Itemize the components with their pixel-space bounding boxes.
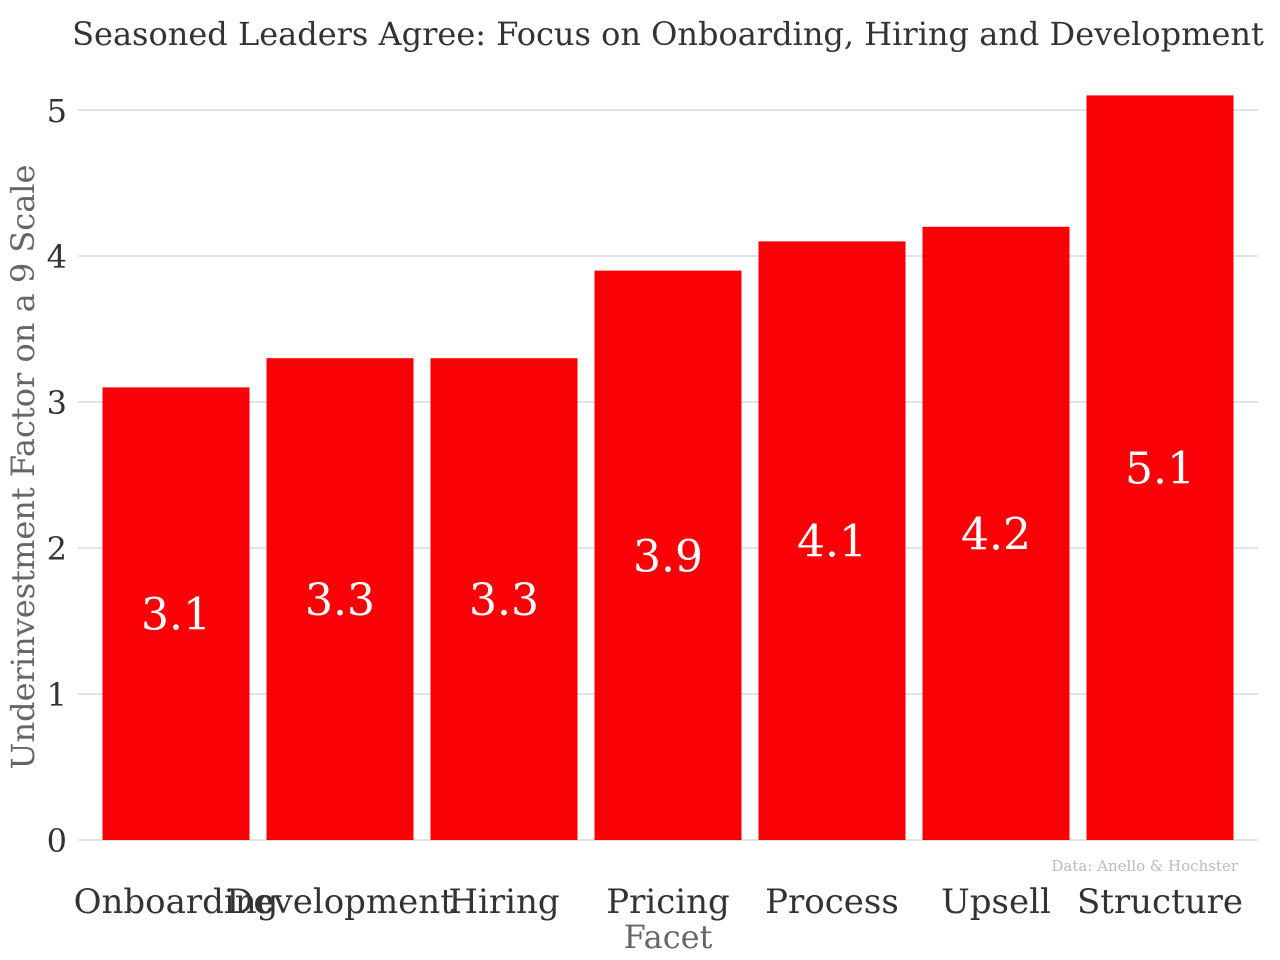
- bar-value-label: 3.3: [305, 575, 375, 626]
- x-axis-label: Facet: [624, 918, 713, 956]
- y-axis-ticks: 0 1 2 3 4 5: [47, 92, 67, 860]
- x-tick-label: Hiring: [448, 882, 559, 922]
- x-tick-label: Pricing: [606, 882, 730, 922]
- x-tick-label: Structure: [1077, 882, 1243, 922]
- bar-value-label: 5.1: [1125, 444, 1195, 495]
- bars: [102, 95, 1234, 841]
- bar-value-label: 4.2: [961, 509, 1031, 560]
- y-tick-label: 1: [47, 676, 67, 714]
- x-tick-label: Development: [226, 882, 454, 922]
- bar-value-label: 4.1: [797, 517, 867, 568]
- bar-value-labels: 3.1 3.3 3.3 3.9 4.1 4.2 5.1: [141, 444, 1195, 641]
- bar-pricing: [594, 270, 742, 841]
- bar-hiring: [430, 358, 578, 840]
- y-axis-label: Underinvestment Factor on a 9 Scale: [4, 165, 42, 770]
- bar-process: [758, 241, 906, 840]
- bar-onboarding: [102, 387, 250, 840]
- chart-title: Seasoned Leaders Agree: Focus on Onboard…: [72, 15, 1264, 53]
- bar-structure: [1086, 95, 1234, 840]
- y-tick-label: 5: [47, 92, 67, 130]
- y-tick-label: 4: [47, 238, 67, 276]
- x-tick-label: Upsell: [941, 882, 1051, 922]
- source-note: Data: Anello & Hochster: [1051, 857, 1238, 875]
- x-tick-label: Onboarding: [74, 882, 279, 922]
- y-tick-label: 2: [47, 530, 67, 568]
- bar-value-label: 3.3: [469, 575, 539, 626]
- bar-development: [266, 358, 414, 840]
- bar-value-label: 3.9: [633, 531, 703, 582]
- x-tick-label: Process: [765, 882, 899, 922]
- bar-upsell: [922, 226, 1070, 841]
- bar-value-label: 3.1: [141, 590, 211, 641]
- y-tick-label: 0: [47, 822, 67, 860]
- y-tick-label: 3: [47, 384, 67, 422]
